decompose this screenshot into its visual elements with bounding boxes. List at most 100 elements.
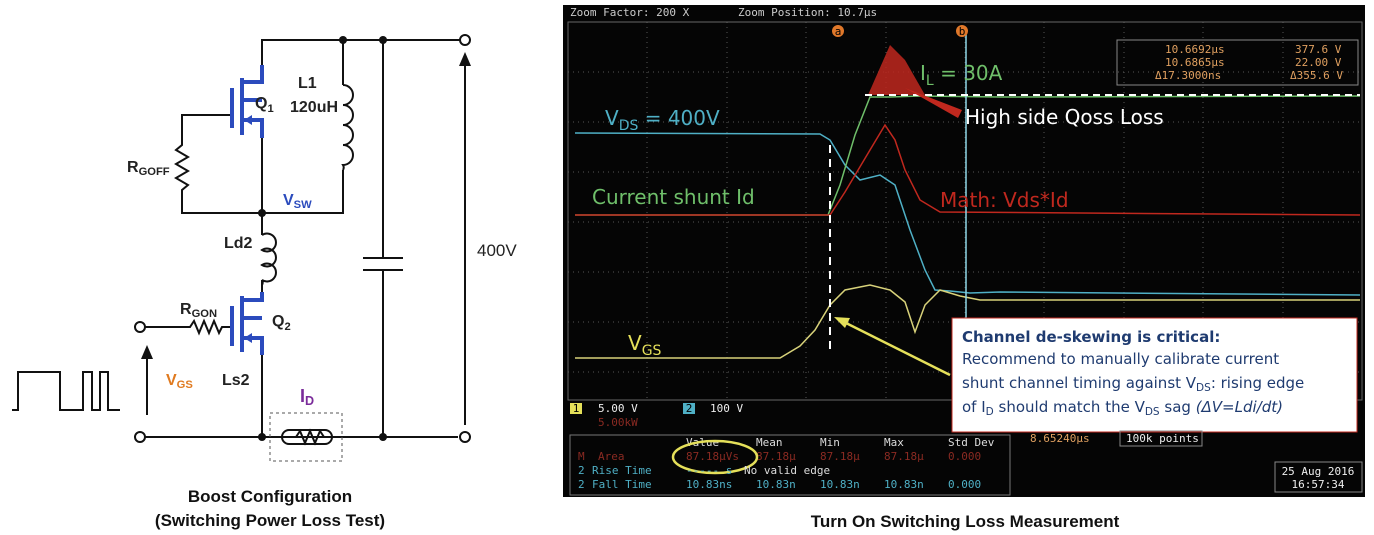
circuit-circle — [379, 36, 387, 44]
scope-label: a — [835, 25, 842, 38]
scope-label: Area — [598, 450, 625, 463]
scope-label: Current shunt Id — [592, 185, 755, 209]
circuit-labels-text: RGOFF — [127, 159, 170, 178]
circuit-polygon — [244, 115, 252, 125]
scope-labels-text: of ID should match the VDS sag (ΔV=Ldi/d… — [962, 398, 1283, 418]
circuit-labels-text: ID — [300, 386, 314, 408]
scope-label: ----- s — [686, 464, 732, 477]
scope-labels-text: V — [628, 331, 642, 355]
scope-label: Δ355.6 V — [1290, 69, 1343, 82]
scope-label: 87.18µ — [820, 450, 860, 463]
scope-label: 10.6692µs — [1165, 43, 1225, 56]
circuit-polyline — [176, 115, 262, 213]
circuit-label: 120uH — [290, 99, 338, 116]
scope-label: 10.83n — [820, 478, 860, 491]
scope-labels-text: L — [926, 73, 934, 89]
circuit-labels-text: V — [283, 192, 294, 209]
circuit-labels-text: GON — [192, 308, 217, 320]
scope-labels-text: DS — [1196, 382, 1211, 394]
scope-label: M — [578, 450, 585, 463]
scope-label: 10.83n — [884, 478, 924, 491]
circuit-labels-text: VSW — [283, 192, 312, 211]
scope-label: 10.6865µs — [1165, 56, 1225, 69]
circuit-labels-text: VGS — [166, 372, 193, 391]
scope-labels-text: shunt channel timing against V — [962, 374, 1197, 392]
circuit-labels-text: RGON — [180, 301, 217, 320]
circuit-labels-text: V — [166, 372, 177, 389]
scope-label: 87.18µ — [884, 450, 924, 463]
scope-label: Mean — [756, 436, 783, 449]
scope-label: 2 — [578, 464, 585, 477]
circuit-labels-text: D — [305, 394, 314, 408]
scope-label: 2 — [578, 478, 585, 491]
circuit-labels-text: Q2 — [272, 313, 291, 333]
circuit-label: Ls2 — [222, 372, 250, 389]
scope-label: 8.65240µs — [1030, 432, 1090, 445]
circuit-circle — [339, 36, 347, 44]
circuit-polyline — [262, 40, 462, 65]
scope-labels-text: shunt channel timing against VDS: rising… — [962, 374, 1304, 394]
scope-label: Zoom Factor: 200 X — [570, 6, 690, 19]
scope-label: Rise Time — [592, 464, 652, 477]
scope-labels-text: V — [605, 106, 619, 130]
circuit-circle — [379, 433, 387, 441]
scope-labels-text: DS — [1145, 406, 1160, 418]
scope-label: 100 V — [710, 402, 743, 415]
scope-labels-text: (ΔV=Ldi/dt) — [1196, 398, 1283, 416]
scope-label: 0.000 — [948, 478, 981, 491]
scope-label: Δ17.3000ns — [1155, 69, 1221, 82]
circuit-circle — [135, 432, 145, 442]
scope-label: b — [959, 25, 966, 38]
scope-label: No valid edge — [744, 464, 830, 477]
scope-label: 16:57:34 — [1292, 478, 1345, 491]
circuit-labels-text: R — [180, 301, 192, 318]
circuit-label: (Switching Power Loss Test) — [155, 511, 385, 530]
circuit-labels-text: GS — [177, 379, 194, 391]
scope-label: 22.00 V — [1295, 56, 1342, 69]
circuit-label: 400V — [477, 241, 517, 260]
circuit-polygon — [141, 345, 153, 359]
scope-label: 10.83n — [756, 478, 796, 491]
circuit-labels-text: Q — [272, 313, 284, 330]
circuit-circle — [460, 35, 470, 45]
scope-labels-text: of I — [962, 398, 986, 416]
scope-labels-text: D — [986, 406, 994, 418]
circuit-circle — [258, 209, 266, 217]
circuit-polyline — [145, 321, 232, 333]
circuit-labels-text: Q — [255, 95, 267, 112]
circuit-labels-text: R — [127, 159, 139, 176]
scope-label: Min — [820, 436, 840, 449]
scope-label: 10.83ns — [686, 478, 732, 491]
scope-labels-text: = 30A — [934, 61, 1003, 85]
scope-labels-text: DS — [619, 118, 639, 134]
scope-labels-text: : rising edge — [1211, 374, 1304, 392]
scope-label: 5.00kW — [598, 416, 638, 429]
circuit-label: L1 — [298, 75, 317, 92]
circuit-path — [262, 234, 276, 285]
circuit-g-polyline — [242, 65, 262, 82]
circuit-labels-text: Q1 — [255, 95, 274, 115]
circuit-polyline — [12, 372, 120, 410]
scope-label: High side Qoss Loss — [965, 105, 1164, 129]
circuit-label: Ld2 — [224, 235, 253, 252]
scope-labels-text: GS — [642, 343, 662, 359]
scope-label: Channel de-skewing is critical: — [962, 328, 1220, 346]
scope-label: 0.000 — [948, 450, 981, 463]
scope-label: Recommend to manually calibrate current — [962, 350, 1279, 368]
circuit-labels-text: 2 — [284, 321, 290, 333]
scope-label: Max — [884, 436, 904, 449]
circuit-circle — [258, 433, 266, 441]
circuit-polygon — [459, 52, 471, 66]
scope-label: 377.6 V — [1295, 43, 1342, 56]
circuit-circle — [135, 322, 145, 332]
scope-label: 87.18µVs — [686, 450, 739, 463]
scope-label: Turn On Switching Loss Measurement — [811, 512, 1120, 531]
scope-label: 5.00 V — [598, 402, 638, 415]
scope-label: Zoom Position: 10.7µs — [738, 6, 877, 19]
scope-label: 25 Aug 2016 — [1282, 465, 1355, 478]
scope-label: Fall Time — [592, 478, 652, 491]
scope-labels-text: sag — [1160, 398, 1196, 416]
scope-label: 1 — [573, 402, 580, 415]
circuit-circle — [460, 432, 470, 442]
circuit-labels-text: 1 — [267, 103, 273, 115]
